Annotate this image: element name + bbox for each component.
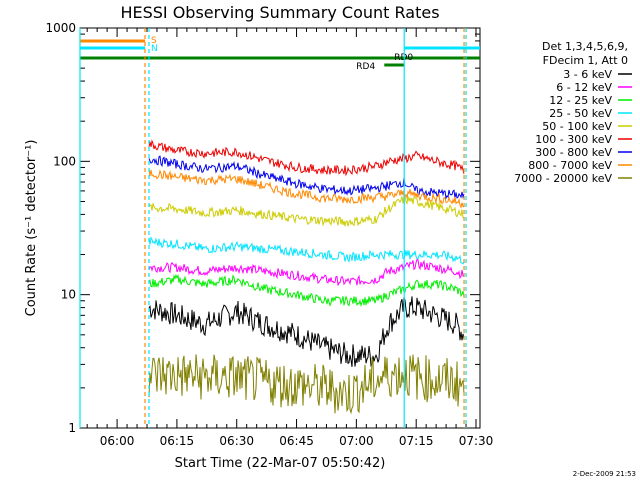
chart-title: HESSI Observing Summary Count Rates	[120, 3, 439, 22]
y-axis-ticks: 1 10 100 1000	[45, 21, 480, 435]
x-tick-label: 06:00	[100, 434, 135, 448]
series-line-1	[148, 259, 465, 286]
legend: Det 1,3,4,5,6,9, FDecim 1, Att 0 3 - 6 k…	[514, 40, 632, 185]
series-line-2	[148, 273, 465, 308]
y-tick-label: 100	[53, 154, 76, 168]
x-axis-ticks: 06:00 06:15 06:30 06:45 07:00 07:15 07:30	[86, 28, 494, 448]
y-axis-label: Count Rate (s⁻¹ detector⁻¹)	[24, 140, 39, 317]
legend-header-2: FDecim 1, Att 0	[543, 54, 628, 67]
x-axis-label: Start Time (22-Mar-07 05:50:42)	[175, 456, 386, 471]
legend-entry: 12 - 25 keV	[549, 94, 612, 107]
series-line-0	[148, 296, 465, 368]
legend-entry: 300 - 800 keV	[535, 146, 612, 159]
status-bars: SNRD0RD4	[80, 36, 480, 72]
series-line-4	[148, 195, 465, 227]
legend-entry: 800 - 7000 keV	[528, 159, 612, 172]
y-tick-label: 1	[68, 421, 76, 435]
x-tick-label: 07:30	[459, 434, 494, 448]
legend-entry: 100 - 300 keV	[535, 133, 612, 146]
x-tick-label: 06:45	[279, 434, 314, 448]
series-line-3	[148, 236, 465, 265]
legend-header-1: Det 1,3,4,5,6,9,	[542, 40, 628, 53]
y-tick-label: 10	[61, 288, 76, 302]
x-tick-label: 07:15	[399, 434, 434, 448]
legend-entry: 7000 - 20000 keV	[514, 172, 612, 185]
legend-entry: 6 - 12 keV	[556, 81, 612, 94]
status-label-n: N	[151, 44, 158, 54]
status-label-rd4: RD4	[356, 62, 375, 72]
legend-entry: 25 - 50 keV	[549, 107, 612, 120]
x-tick-label: 06:15	[160, 434, 195, 448]
x-tick-label: 06:30	[219, 434, 254, 448]
status-label-s: S	[151, 36, 157, 46]
legend-entry: 3 - 6 keV	[563, 68, 612, 81]
series-layer	[148, 139, 465, 415]
footer-date: 2-Dec-2009 21:53	[573, 470, 636, 478]
x-tick-label: 07:00	[339, 434, 374, 448]
series-line-6	[148, 155, 465, 200]
y-tick-label: 1000	[45, 21, 76, 35]
legend-entry: 50 - 100 keV	[542, 120, 612, 133]
vertical-markers	[79, 28, 467, 428]
series-line-7	[148, 168, 464, 209]
series-line-8	[148, 354, 465, 415]
series-line-5	[148, 139, 465, 177]
